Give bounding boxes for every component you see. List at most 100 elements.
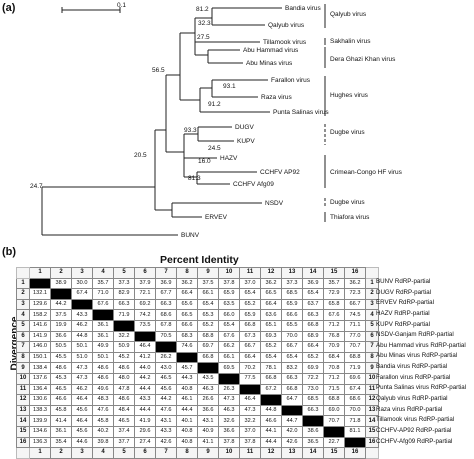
matrix-cell: 66.5 <box>260 288 282 300</box>
matrix-cell: 71.2 <box>323 372 345 385</box>
column-header: 6 <box>134 267 156 279</box>
matrix-cell: 47.6 <box>92 404 114 417</box>
column-header: 9 <box>197 447 219 459</box>
group-label-qalyub: Qalyub virus <box>330 11 367 18</box>
row-header: 13 <box>16 404 30 417</box>
sequence-name: KUPV RdRP-partial <box>376 320 430 328</box>
matrix-cell: 65.2 <box>260 341 282 353</box>
bootstrap-value: 32.3 <box>198 20 211 27</box>
matrix-cell: 68.9 <box>302 330 324 343</box>
diagonal-cell <box>260 394 282 406</box>
matrix-cell: 63.5 <box>218 298 240 311</box>
matrix-row: 15 134.6 36.1 45.6 40.2 37.4 29.6 43.3 40.8 40.9 3… <box>16 425 379 438</box>
matrix-cell: 69.9 <box>302 362 324 374</box>
matrix-cell: 40.2 <box>92 425 114 438</box>
matrix-cell: 71.9 <box>113 309 135 321</box>
matrix-cell: 48.4 <box>113 404 135 417</box>
matrix-cell: 65.5 <box>281 319 303 332</box>
matrix-cell: 130.6 <box>29 394 51 406</box>
matrix-cell: 43.3 <box>134 394 156 406</box>
matrix-cell: 27.4 <box>134 436 156 449</box>
matrix-cell: 70.7 <box>323 415 345 427</box>
row-header: 15 <box>16 425 30 438</box>
diagonal-cell <box>134 330 156 343</box>
taxon-kupv: KUPV <box>237 138 255 145</box>
matrix-cell: 66.1 <box>218 351 240 364</box>
matrix-cell: 39.8 <box>92 436 114 449</box>
matrix-cell: 67.3 <box>239 330 261 343</box>
matrix-cell: 68.8 <box>197 330 219 343</box>
matrix-cell: 35.7 <box>323 277 345 290</box>
row-header: 12 <box>16 394 30 406</box>
matrix-header-row: 1 2 3 4 5 6 7 8 9 10 11 12 13 14 15 16 <box>16 267 379 279</box>
matrix-cell: 46.4 <box>239 394 261 406</box>
matrix-cell: 74.2 <box>134 309 156 321</box>
matrix-cell: 70.0 <box>344 404 366 417</box>
matrix-cell: 71.1 <box>344 319 366 332</box>
matrix-cell: 49.9 <box>92 341 114 353</box>
sequence-name: ERVEV RdRP-partial <box>376 299 435 307</box>
corner-cell <box>16 267 30 279</box>
matrix-cell: 49.6 <box>92 383 114 396</box>
matrix-cell: 36.9 <box>155 277 177 290</box>
matrix-cell: 66.8 <box>260 372 282 385</box>
matrix-cell: 71.8 <box>344 415 366 427</box>
diagonal-cell <box>50 288 72 300</box>
matrix-cell: 74.5 <box>344 309 366 321</box>
matrix-row: 2 132.1 67.4 71.0 82.9 72.1 67.7 66.4 66.1 65.9 65… <box>16 288 379 300</box>
matrix-cell: 30.0 <box>71 277 93 290</box>
row-header-right: 10 <box>365 372 379 385</box>
matrix-cell: 78.1 <box>260 362 282 374</box>
matrix-cell: 46.1 <box>176 394 198 406</box>
matrix-cell: 43.0 <box>155 362 177 374</box>
matrix-cell: 44.4 <box>260 436 282 449</box>
corner-cell <box>365 267 379 279</box>
matrix-cell: 41.9 <box>134 415 156 427</box>
matrix-cell: 40.9 <box>197 425 219 438</box>
matrix-cell: 44.3 <box>176 372 198 385</box>
matrix-cell: 65.9 <box>281 298 303 311</box>
column-header: 14 <box>302 447 324 459</box>
matrix-cell: 65.8 <box>323 298 345 311</box>
matrix-cell: 44.2 <box>155 394 177 406</box>
matrix-cell: 36.1 <box>92 330 114 343</box>
matrix-cell: 50.5 <box>50 341 72 353</box>
matrix-cell: 36.1 <box>92 319 114 332</box>
matrix-row: 13 138.3 45.8 45.6 47.6 48.4 44.4 47.6 44.4 36.6 4… <box>16 404 379 417</box>
matrix-cell: 26.6 <box>197 394 219 406</box>
matrix-cell: 70.9 <box>323 341 345 353</box>
matrix-cell: 46.3 <box>197 383 219 396</box>
taxon-qalyub: Qalyub virus <box>268 22 305 29</box>
matrix-cell: 45.6 <box>71 404 93 417</box>
matrix-cell: 73.0 <box>302 383 324 396</box>
matrix-cell: 66.3 <box>281 372 303 385</box>
column-header: 15 <box>323 447 345 459</box>
matrix-cell: 69.6 <box>344 372 366 385</box>
matrix-cell: 136.4 <box>29 383 51 396</box>
matrix-cell: 66.8 <box>239 319 261 332</box>
matrix-cell: 41.1 <box>197 436 219 449</box>
matrix-cell: 47.3 <box>71 372 93 385</box>
matrix-cell: 40.8 <box>176 436 198 449</box>
matrix-cell: 44.4 <box>134 383 156 396</box>
matrix-cell: 45.7 <box>176 362 198 374</box>
matrix-cell: 48.0 <box>113 372 135 385</box>
matrix-cell: 46.6 <box>260 415 282 427</box>
row-header-right: 3 <box>365 298 379 311</box>
matrix-cell: 47.6 <box>155 404 177 417</box>
matrix-cell: 36.2 <box>176 277 198 290</box>
matrix-cell: 26.2 <box>155 351 177 364</box>
column-header: 12 <box>260 267 282 279</box>
matrix-cell: 77.5 <box>239 372 261 385</box>
taxon-nsdv: NSDV <box>265 200 284 207</box>
matrix-cell: 38.9 <box>50 277 72 290</box>
matrix-cell: 32.2 <box>113 330 135 343</box>
group-label-cchf: Crimean-Congo HF virus <box>330 169 403 176</box>
matrix-cell: 44.7 <box>281 415 303 427</box>
diagonal-cell <box>113 319 135 332</box>
matrix-cell: 46.2 <box>71 319 93 332</box>
matrix-cell: 68.5 <box>302 394 324 406</box>
row-header: 5 <box>16 319 30 332</box>
matrix-cell: 137.6 <box>29 372 51 385</box>
bootstrap-value: 24.7 <box>30 183 43 190</box>
